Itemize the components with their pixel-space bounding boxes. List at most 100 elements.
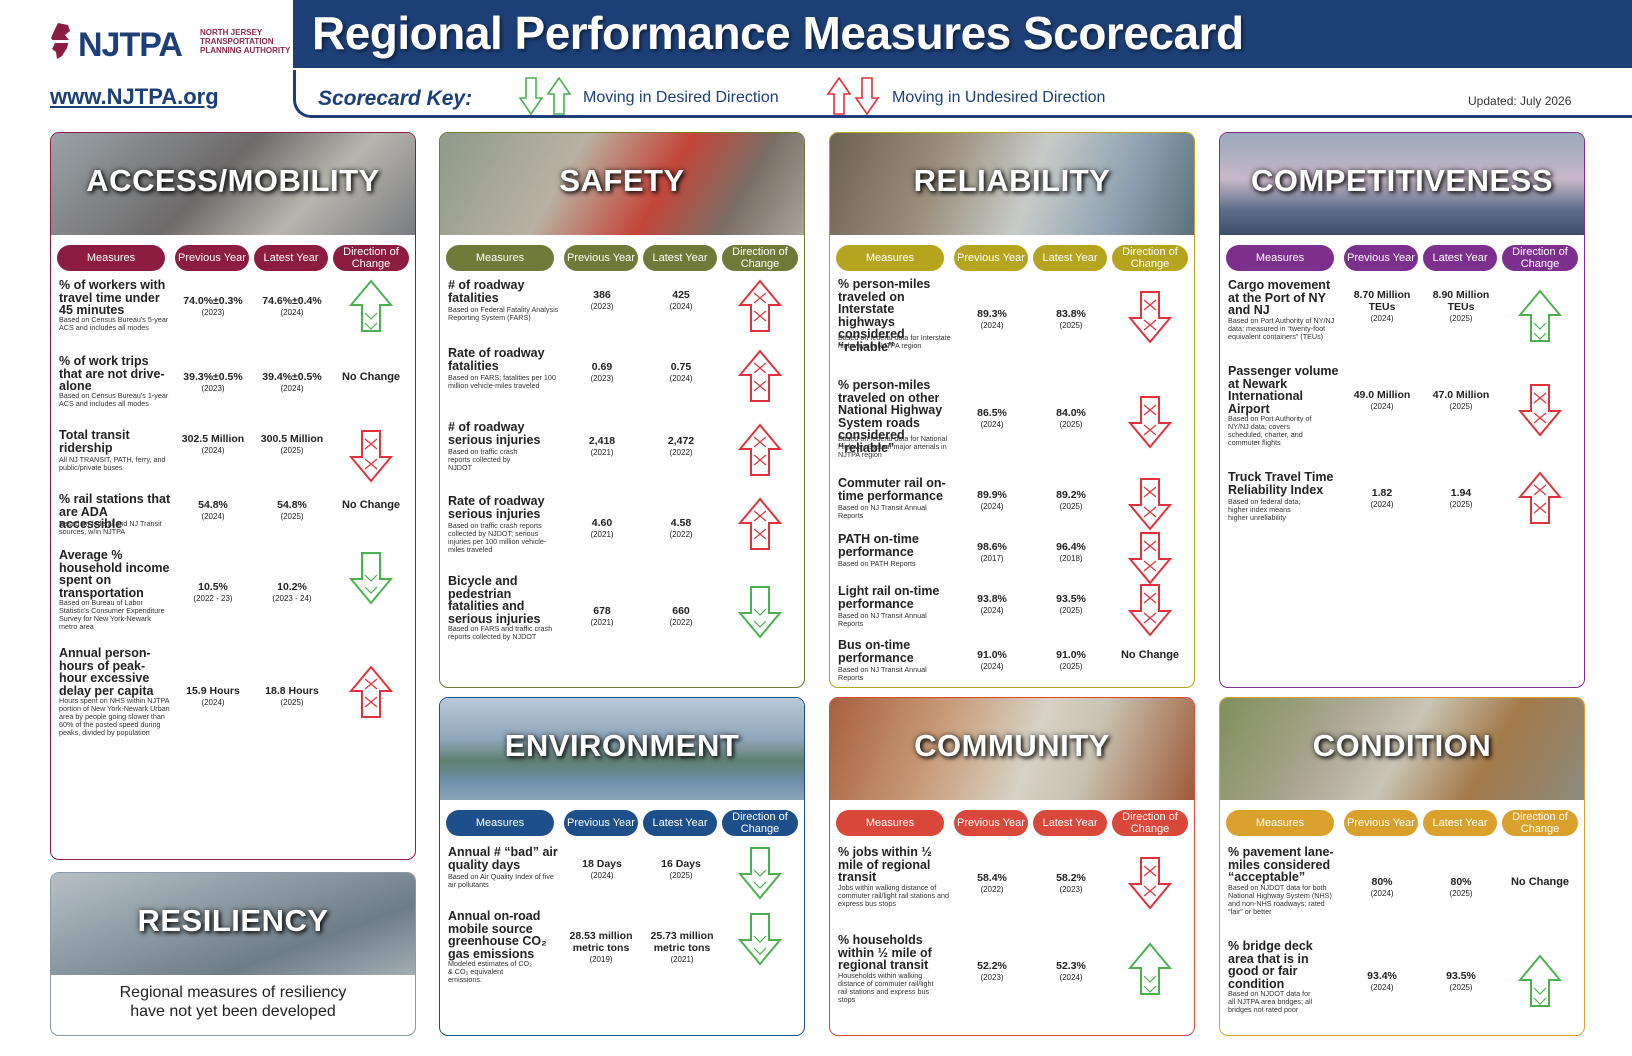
measure-note: Based on NJ Transit Annual Reports [838,503,927,520]
latest-value: 4.58 (2022) [669,517,693,539]
measure-row: Bicycle and pedestrian fatalities and se… [440,575,804,651]
measure-row: Cargo movement at the Port of NY and NJ … [1220,279,1584,361]
measure-title: Light rail on-time performance [838,584,940,611]
measure-row: Rate of roadway serious injuries Based o… [440,495,804,571]
down-arrow-green-icon [738,847,782,900]
previous-year-header: Previous Year [564,245,638,271]
latest-value: 660 (2022) [669,605,693,627]
latest-value: 47.0 Million (2025) [1432,389,1490,411]
previous-value: 86.5% (2024) [977,407,1007,429]
previous-value: 0.69 (2023) [590,361,614,383]
panel-title: COMPETITIVENESS [1250,163,1554,198]
previous-value: 39.3%±0.5% (2023) [183,371,243,393]
latest-value: 10.2% (2023 - 24) [272,581,312,603]
up-arrow-red-icon [1518,471,1562,524]
measure-row: # of roadway fatalities Based on Federal… [440,279,804,345]
previous-value: 58.4% (2022) [977,872,1007,894]
njtpa-logo-subtitle: NORTH JERSEY TRANSPORTATION PLANNING AUT… [200,28,291,55]
up-arrow-red-icon [349,665,393,718]
measure-note: Based on federal data for National Highw… [838,434,948,459]
down-arrow-green-icon [738,913,782,966]
measure-row: Rate of roadway fatalities Based on FARS… [440,347,804,417]
measure-row: Annual # “bad” air quality days Based on… [440,846,804,904]
measure-title: % households within ½ mile of regional t… [838,933,932,972]
measure-row: Passenger volume at Newark International… [1220,365,1584,461]
measure-row: % rail stations that are ADA accessible … [51,493,415,545]
competitiveness-photo [1220,133,1584,235]
previous-value: 89.9% (2024) [977,489,1007,511]
latest-year-header: Latest Year [254,245,328,271]
measure-title: Total transit ridership [59,428,130,455]
nj-state-logo-icon [48,23,74,59]
desired-direction-key-text: Moving in Desired Direction [583,89,779,106]
latest-value: 0.75 (2024) [669,361,693,383]
measure-note: Based on traffic crash reports collected… [448,521,547,554]
up-arrow-red-icon [738,423,782,476]
measure-title: Truck Travel Time Reliability Index [1228,470,1334,497]
measures-header: Measures [446,245,554,271]
measure-note: Based on Federal Fatality Analysis Repor… [448,305,559,322]
latest-year-header: Latest Year [643,810,717,836]
down-arrow-red-icon [1128,396,1172,449]
scorecard-key-bar [293,70,1632,118]
latest-value: 89.2% (2025) [1056,489,1086,511]
measure-note: Based on federal and NJ Transit sources,… [59,519,162,536]
panel-title: ACCESS/MOBILITY [86,163,380,198]
measure-row: Total transit ridership All NJ TRANSIT, … [51,429,415,487]
resiliency-photo [51,873,415,975]
down-arrow-red-icon [1128,532,1172,585]
measure-row: % person-miles traveled on other Nationa… [830,379,1194,471]
community-panel: COMMUNITY Measures Previous Year Latest … [829,697,1195,1036]
latest-value: 83.8% (2025) [1056,308,1086,330]
latest-value: 84.0% (2025) [1056,407,1086,429]
measure-title: Rate of roadway serious injuries [448,494,545,521]
previous-value: 1.82 (2024) [1370,487,1394,509]
latest-value: 93.5% (2025) [1056,593,1086,615]
measure-note: Based on Census Bureau's 1-year ACS and … [59,391,169,408]
direction-of-change-header: Direction of Change [1502,245,1578,271]
down-arrow-red-icon [1128,584,1172,637]
website-link[interactable]: www.NJTPA.org [50,84,219,109]
previous-value: 678 (2021) [590,605,614,627]
previous-value: 49.0 Million (2024) [1353,389,1411,411]
measures-header: Measures [836,245,944,271]
measure-title: % of work trips that are not drive-alone [59,354,165,393]
measure-title: # of roadway fatalities [448,278,525,305]
measure-note: Households within walking distance of co… [838,971,934,1004]
latest-value: 52.3% (2024) [1056,960,1086,982]
panel-title: COMMUNITY [914,728,1110,763]
panel-title: CONDITION [1312,728,1492,763]
previous-value: 2,418 (2021) [588,435,616,457]
latest-year-header: Latest Year [643,245,717,271]
latest-year-header: Latest Year [1423,245,1497,271]
latest-value: 58.2% (2023) [1056,872,1086,894]
previous-value: 4.60 (2021) [590,517,614,539]
previous-value: 93.4% (2024) [1367,970,1397,992]
measure-note: Based on NJDOT data for all NJTPA area b… [1228,989,1313,1014]
previous-value: 98.6% (2017) [977,541,1007,563]
panel-title: RESILIENCY [137,903,329,938]
measure-title: Annual # “bad” air quality days [448,845,558,872]
measure-row: Annual on-road mobile source greenhouse … [440,910,804,990]
direction-of-change-header: Direction of Change [1112,810,1188,836]
latest-value: 93.5% (2025) [1446,970,1476,992]
measure-row: % bridge deck area that is in good or fa… [1220,940,1584,1030]
previous-value: 91.0% (2024) [977,649,1007,671]
previous-year-header: Previous Year [564,810,638,836]
measure-title: % person-miles traveled on other Nationa… [838,378,943,455]
access-mobility-photo [51,133,415,235]
up-arrow-green-icon [1518,289,1562,342]
latest-value: 8.90 Million TEUs (2025) [1432,289,1490,323]
latest-value: 425 (2024) [669,289,693,311]
latest-value: 74.6%±0.4% (2024) [262,295,322,317]
previous-value: 18 Days (2024) [582,858,622,880]
competitiveness-panel: COMPETITIVENESS Measures Previous Year L… [1219,132,1585,688]
up-arrow-red-icon [738,349,782,402]
safety-panel: SAFETY Measures Previous Year Latest Yea… [439,132,805,688]
measure-row: Truck Travel Time Reliability Index Base… [1220,471,1584,541]
down-arrow-red-icon [1518,384,1562,437]
access-mobility-panel: ACCESS/MOBILITY Measures Previous Year L… [50,132,416,860]
measure-note: Based on NJ Transit Annual Reports [838,611,927,628]
direction-of-change-header: Direction of Change [722,810,798,836]
measure-note: Hours spent on NHS within NJTPA portion … [59,696,170,737]
